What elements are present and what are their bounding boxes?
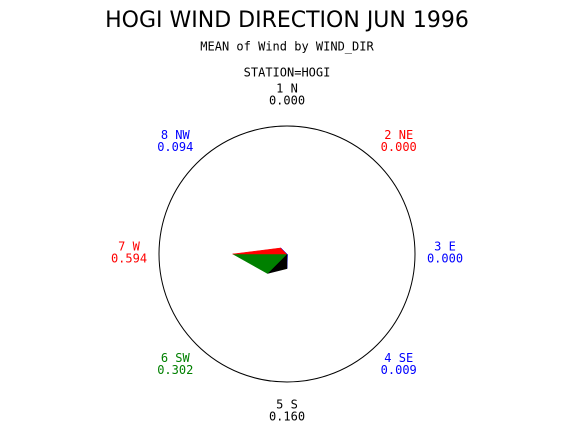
direction-label: 7 W xyxy=(118,240,140,254)
value-label: 0.000 xyxy=(381,140,417,154)
direction-label: 8 NW xyxy=(161,128,191,142)
station-label: STATION=HOGI xyxy=(244,66,331,80)
chart-title: HOGI WIND DIRECTION JUN 1996 xyxy=(105,8,469,33)
value-label: 0.094 xyxy=(157,140,193,154)
value-label: 0.000 xyxy=(269,94,305,108)
chart-subtitle: MEAN of Wind by WIND_DIR xyxy=(200,40,374,54)
outer-circle xyxy=(158,125,416,383)
direction-label: 4 SE xyxy=(384,351,413,365)
direction-label: 3 E xyxy=(434,240,456,254)
value-label: 0.594 xyxy=(111,252,147,266)
star-segment xyxy=(280,247,288,255)
value-label: 0.160 xyxy=(269,410,305,424)
direction-label: 2 NE xyxy=(384,128,413,142)
direction-label: 6 SW xyxy=(161,351,191,365)
value-label: 0.000 xyxy=(427,252,463,266)
value-label: 0.302 xyxy=(157,363,193,377)
value-label: 0.009 xyxy=(381,363,417,377)
direction-label: 5 S xyxy=(276,398,298,412)
direction-label: 1 N xyxy=(276,82,298,96)
